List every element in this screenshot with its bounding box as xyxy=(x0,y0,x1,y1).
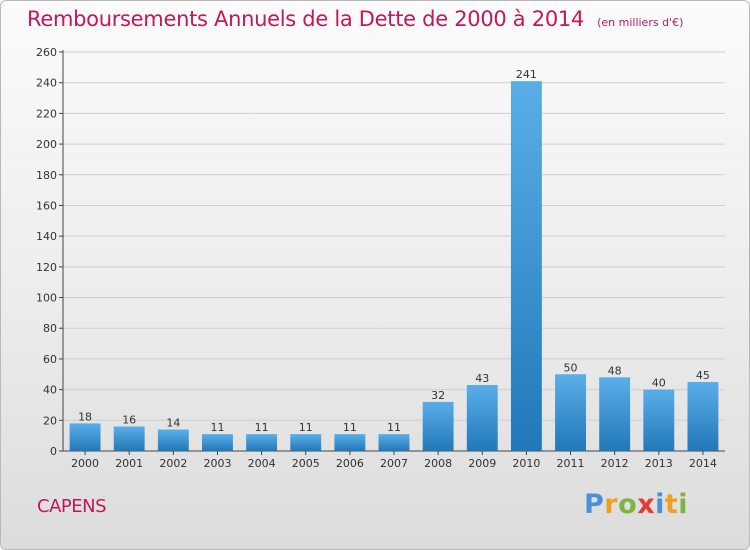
logo-letter: i xyxy=(655,489,665,520)
x-tick-label: 2004 xyxy=(248,457,276,470)
x-tick-label: 2010 xyxy=(512,457,540,470)
logo-letter: t xyxy=(664,489,679,520)
bar xyxy=(113,426,145,451)
x-tick-label: 2000 xyxy=(71,457,99,470)
y-tick-label: 0 xyxy=(50,445,57,458)
y-tick-label: 40 xyxy=(43,384,57,397)
bar xyxy=(334,434,366,451)
bar xyxy=(466,385,498,451)
bar xyxy=(555,374,586,451)
y-tick-label: 240 xyxy=(36,77,57,90)
bar xyxy=(510,81,542,452)
logo-letter: i xyxy=(678,489,689,520)
y-tick-label: 60 xyxy=(43,353,57,366)
bar xyxy=(687,381,719,451)
y-tick-label: 160 xyxy=(36,199,57,212)
data-label: 11 xyxy=(255,421,269,434)
data-label: 11 xyxy=(299,421,313,434)
x-tick-label: 2013 xyxy=(645,457,673,470)
data-label: 11 xyxy=(343,421,357,434)
city-name: CAPENS xyxy=(37,496,107,517)
chart-unit: (en milliers d'€) xyxy=(597,16,684,29)
x-tick-label: 2007 xyxy=(380,457,408,470)
data-label: 18 xyxy=(78,410,92,423)
chart-title: Remboursements Annuels de la Dette de 20… xyxy=(27,7,683,31)
bar xyxy=(290,434,322,451)
bar xyxy=(599,377,631,451)
bar xyxy=(157,429,189,451)
y-tick-label: 20 xyxy=(43,414,57,427)
x-tick-label: 2001 xyxy=(115,457,143,470)
data-label: 11 xyxy=(387,421,401,434)
logo-letter: x xyxy=(637,489,656,520)
x-tick-label: 2005 xyxy=(292,457,320,470)
y-tick-label: 120 xyxy=(36,261,57,274)
x-tick-label: 2014 xyxy=(689,457,717,470)
y-tick-label: 200 xyxy=(36,138,57,151)
bar xyxy=(378,434,410,451)
y-tick-label: 260 xyxy=(36,46,57,59)
bar xyxy=(202,434,233,451)
data-label: 11 xyxy=(210,421,224,434)
y-tick-label: 220 xyxy=(36,107,57,120)
proxiti-logo: Proxiti xyxy=(584,489,688,520)
chart-title-text: Remboursements Annuels de la Dette de 20… xyxy=(27,7,584,31)
data-label: 43 xyxy=(475,372,489,385)
bar xyxy=(246,434,278,451)
data-label: 241 xyxy=(516,68,537,81)
y-tick-label: 180 xyxy=(36,169,57,182)
x-tick-label: 2012 xyxy=(601,457,629,470)
logo-letter: o xyxy=(618,489,638,520)
data-label: 16 xyxy=(122,413,136,426)
bar xyxy=(422,401,454,451)
x-tick-label: 2011 xyxy=(557,457,585,470)
x-tick-label: 2003 xyxy=(203,457,231,470)
logo-letter: P xyxy=(584,489,605,520)
x-tick-label: 2006 xyxy=(336,457,364,470)
x-tick-label: 2002 xyxy=(159,457,187,470)
x-tick-label: 2008 xyxy=(424,457,452,470)
y-tick-label: 80 xyxy=(43,322,57,335)
y-tick-label: 140 xyxy=(36,230,57,243)
data-label: 40 xyxy=(652,377,666,390)
bar xyxy=(69,423,101,451)
x-tick-label: 2009 xyxy=(468,457,496,470)
y-tick-label: 100 xyxy=(36,292,57,305)
data-label: 48 xyxy=(608,364,622,377)
data-label: 14 xyxy=(166,417,180,430)
logo-letter: r xyxy=(604,489,619,520)
bar xyxy=(643,389,675,451)
data-label: 45 xyxy=(696,369,710,382)
data-label: 50 xyxy=(564,361,578,374)
data-label: 32 xyxy=(431,389,445,402)
